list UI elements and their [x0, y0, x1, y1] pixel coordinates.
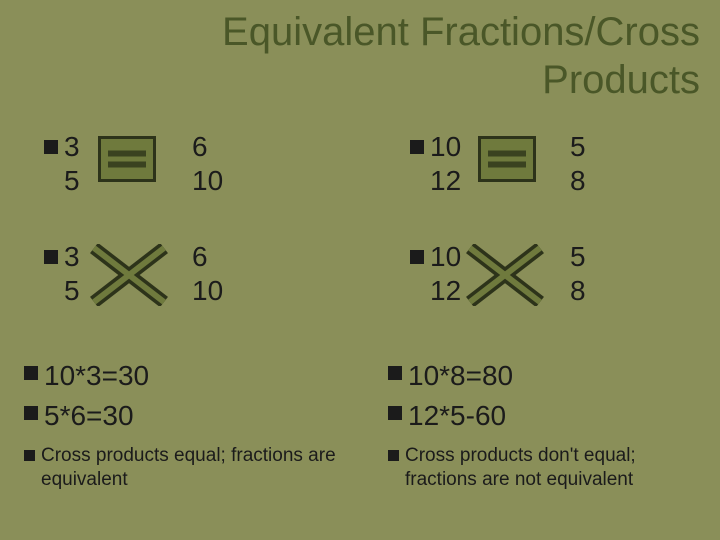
fraction-denominator: 8	[570, 274, 586, 308]
bullet-icon	[24, 450, 35, 461]
fraction-numerator: 10	[430, 131, 461, 162]
slide-title: Equivalent Fractions/Cross Products	[0, 8, 700, 104]
right-fraction-2: 5 8	[570, 130, 586, 198]
left-fraction-2: 6 10	[192, 130, 223, 198]
title-line1: Equivalent Fractions/Cross	[0, 8, 700, 56]
bullet-icon	[44, 250, 58, 264]
cross-icon	[90, 244, 168, 311]
caption-text: Cross products equal; fractions are equi…	[41, 444, 341, 492]
result-text: 12*5-60	[408, 400, 506, 431]
bullet-icon	[44, 140, 58, 154]
result-text: 10*8=80	[408, 360, 513, 391]
left-fraction-3: 3 5	[44, 240, 80, 308]
fraction-numerator: 5	[570, 130, 586, 164]
caption-text: Cross products don't equal; fractions ar…	[405, 444, 705, 492]
fraction-numerator: 6	[192, 130, 223, 164]
fraction-denominator: 5	[64, 274, 80, 308]
right-fraction-3: 10 12	[410, 240, 461, 308]
fraction-numerator: 6	[192, 240, 223, 274]
left-results: 10*3=30 5*6=30	[24, 356, 149, 436]
result-text: 5*6=30	[44, 400, 134, 431]
result-line: 12*5-60	[388, 396, 513, 436]
bullet-icon	[24, 406, 38, 420]
bullet-icon	[24, 366, 38, 380]
cross-icon	[466, 244, 544, 311]
slide: Equivalent Fractions/Cross Products 3 5 …	[0, 0, 720, 540]
right-caption: Cross products don't equal; fractions ar…	[388, 444, 708, 492]
equals-icon	[478, 136, 536, 187]
right-fraction-1: 10 12	[410, 130, 461, 198]
fraction-numerator: 3	[64, 131, 80, 162]
left-fraction-1: 3 5	[44, 130, 80, 198]
bullet-icon	[410, 140, 424, 154]
bullet-icon	[388, 406, 402, 420]
bullet-icon	[388, 366, 402, 380]
left-caption: Cross products equal; fractions are equi…	[24, 444, 344, 492]
right-fraction-4: 5 8	[570, 240, 586, 308]
result-text: 10*3=30	[44, 360, 149, 391]
title-line2: Products	[0, 56, 700, 104]
result-line: 5*6=30	[24, 396, 149, 436]
fraction-numerator: 5	[570, 240, 586, 274]
fraction-numerator: 3	[64, 241, 80, 272]
right-results: 10*8=80 12*5-60	[388, 356, 513, 436]
bullet-icon	[388, 450, 399, 461]
equals-icon	[98, 136, 156, 187]
fraction-denominator: 8	[570, 164, 586, 198]
fraction-denominator: 12	[430, 164, 461, 198]
result-line: 10*3=30	[24, 356, 149, 396]
result-line: 10*8=80	[388, 356, 513, 396]
bullet-icon	[410, 250, 424, 264]
fraction-denominator: 12	[430, 274, 461, 308]
fraction-numerator: 10	[430, 241, 461, 272]
fraction-denominator: 10	[192, 274, 223, 308]
left-fraction-4: 6 10	[192, 240, 223, 308]
fraction-denominator: 10	[192, 164, 223, 198]
fraction-denominator: 5	[64, 164, 80, 198]
